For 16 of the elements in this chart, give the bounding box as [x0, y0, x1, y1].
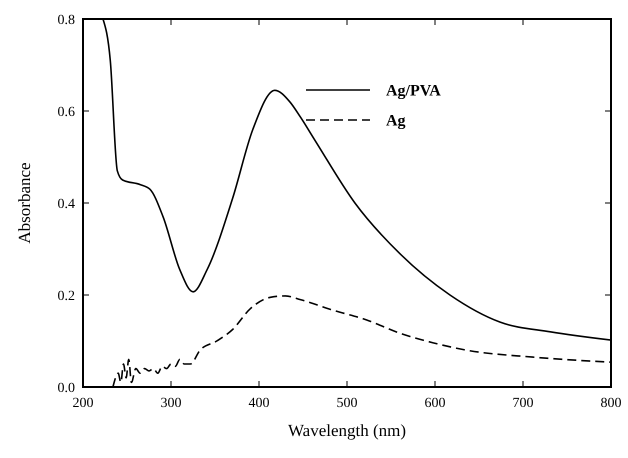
- y-tick-label: 0.8: [58, 12, 75, 28]
- x-tick-label: 700: [512, 396, 534, 411]
- x-tick-label: 400: [248, 396, 270, 411]
- y-tick-label: 0.6: [58, 104, 75, 120]
- x-tick-label: 200: [72, 396, 94, 411]
- y-tick-label: 0.2: [58, 288, 75, 304]
- y-axis-title: Absorbance: [15, 162, 34, 244]
- y-tick-label: 0.0: [58, 380, 75, 396]
- x-tick-label: 500: [336, 396, 358, 411]
- legend-label: Ag: [386, 112, 406, 130]
- y-tick-label: 0.4: [58, 196, 75, 212]
- x-tick-label: 800: [600, 396, 622, 411]
- x-tick-label: 300: [160, 396, 182, 411]
- x-tick-label: 600: [424, 396, 446, 411]
- legend-label: Ag/PVA: [386, 82, 442, 100]
- x-axis-title: Wavelength (nm): [288, 421, 406, 440]
